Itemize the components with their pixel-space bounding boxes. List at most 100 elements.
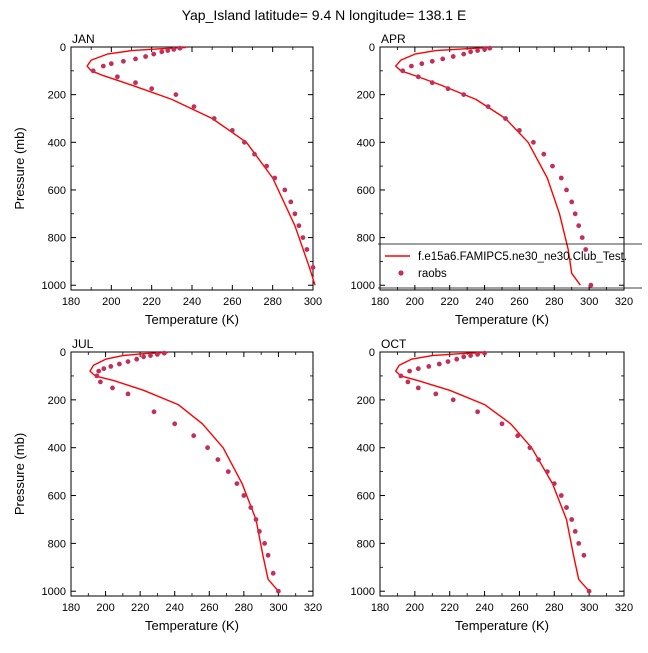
chart-3-xtick-label: 200 bbox=[406, 602, 424, 614]
chart-0-obs-point bbox=[173, 92, 179, 97]
chart-3-obs-point bbox=[564, 505, 569, 510]
chart-2-ytick-label: 200 bbox=[48, 395, 66, 407]
chart-0-obs-point bbox=[108, 61, 114, 67]
chart-3-obs-point bbox=[415, 385, 421, 391]
chart-1-obs-point bbox=[531, 139, 536, 145]
chart-1-obs-point bbox=[429, 80, 435, 86]
chart-2-obs-point bbox=[141, 354, 147, 360]
chart-3-obs-point bbox=[407, 368, 412, 374]
chart-2-obs-point bbox=[108, 364, 114, 369]
chart-0-ytick-label: 200 bbox=[48, 90, 66, 102]
chart-3-ytick-label: 1000 bbox=[351, 586, 375, 598]
chart-0-obs-point bbox=[133, 80, 138, 86]
chart-3-obs-point bbox=[558, 493, 564, 498]
chart-1-model-line bbox=[395, 46, 581, 286]
chart-0-xtick-label: 280 bbox=[263, 296, 281, 308]
chart-2-obs-point bbox=[265, 552, 271, 558]
chart-2-xtick-label: 300 bbox=[269, 602, 287, 614]
chart-2-obs-point bbox=[125, 359, 131, 364]
chart-0-obs-point bbox=[229, 127, 235, 133]
chart-0-obs-point bbox=[242, 139, 247, 145]
chart-3-obs-point bbox=[569, 517, 575, 522]
chart-0-obs-point bbox=[288, 199, 294, 205]
chart-0-xtick-label: 240 bbox=[183, 296, 201, 308]
chart-3-obs-point bbox=[436, 361, 442, 367]
chart-1-obs-point bbox=[572, 211, 578, 217]
chart-3-obs-point bbox=[454, 356, 460, 362]
chart-1-ytick-label: 800 bbox=[357, 233, 375, 245]
legend-obs-swatch bbox=[398, 270, 404, 276]
chart-2-xlabel: Temperature (K) bbox=[145, 618, 239, 633]
figure-title: Yap_Island latitude= 9.4 N longitude= 13… bbox=[182, 7, 467, 23]
chart-2-obs-point bbox=[270, 570, 276, 576]
chart-1-obs-point bbox=[583, 247, 589, 252]
chart-0-obs-point bbox=[100, 63, 106, 69]
chart-1-obs-point bbox=[419, 61, 425, 67]
chart-2-obs-point bbox=[276, 588, 281, 594]
chart-1-obs-point bbox=[482, 47, 487, 52]
chart-0-obs-point bbox=[121, 58, 126, 64]
chart-2-obs-point bbox=[205, 445, 211, 451]
chart-0-obs-point bbox=[177, 45, 183, 51]
chart-0-obs-point bbox=[165, 48, 171, 53]
chart-2-ytick-label: 600 bbox=[48, 491, 66, 503]
chart-3-obs-point bbox=[544, 469, 550, 474]
chart-2-obs-point bbox=[110, 385, 115, 391]
chart-0-xtick-label: 200 bbox=[102, 296, 120, 308]
chart-2-panel-title: JUL bbox=[72, 337, 94, 351]
chart-3-obs-point bbox=[475, 352, 480, 357]
chart-1-xtick-label: 180 bbox=[371, 296, 389, 308]
chart-1-obs-point bbox=[541, 151, 547, 157]
chart-3-xtick-label: 260 bbox=[510, 602, 528, 614]
chart-3-obs-point bbox=[415, 366, 421, 372]
chart-3-xtick-label: 220 bbox=[441, 602, 459, 614]
chart-2-obs-point bbox=[94, 373, 100, 379]
chart-0-obs-point bbox=[211, 116, 217, 121]
chart-0-obs-point bbox=[300, 235, 306, 241]
chart-2-xtick-label: 280 bbox=[235, 602, 253, 614]
chart-1-ytick-label: 400 bbox=[357, 137, 375, 149]
chart-2-model-line bbox=[89, 351, 279, 592]
chart-2-obs-point bbox=[148, 353, 153, 358]
chart-0-xtick-label: 220 bbox=[142, 296, 160, 308]
chart-0-panel-title: JAN bbox=[72, 32, 95, 46]
chart-1-obs-point bbox=[415, 74, 421, 80]
chart-1-obs-point bbox=[445, 86, 451, 92]
chart-2-obs-point bbox=[172, 421, 178, 427]
chart-2-obs-point bbox=[234, 481, 240, 486]
chart-1-obs-point bbox=[400, 68, 406, 74]
chart-3-obs-point bbox=[482, 350, 487, 356]
chart-0-obs-point bbox=[310, 265, 316, 270]
chart-2-xtick-label: 200 bbox=[96, 602, 114, 614]
chart-0-xtick-label: 300 bbox=[304, 296, 322, 308]
chart-0-obs-point bbox=[191, 104, 197, 109]
chart-0-obs-point bbox=[90, 68, 96, 74]
legend: f.e15a6.FAMIPC5.ne30_ne30.Club_Test. rao… bbox=[378, 243, 642, 289]
chart-3-ytick-label: 600 bbox=[357, 491, 375, 503]
chart-2-obs-point bbox=[262, 541, 267, 546]
chart-3-obs-point bbox=[515, 433, 521, 439]
chart-3-obs-point bbox=[433, 391, 439, 397]
chart-0-xtick-label: 180 bbox=[62, 296, 80, 308]
chart-2-xtick-label: 180 bbox=[62, 602, 80, 614]
chart-1-xtick-label: 320 bbox=[615, 296, 633, 308]
chart-3-xlabel: Temperature (K) bbox=[455, 618, 549, 633]
chart-0-ytick-label: 0 bbox=[60, 42, 66, 54]
chart-0-ytick-label: 600 bbox=[48, 185, 66, 197]
chart-2-obs-point bbox=[191, 433, 197, 439]
chart-0-obs-point bbox=[272, 175, 278, 181]
chart-0-obs-point bbox=[159, 49, 165, 55]
chart-0-obs-point bbox=[143, 54, 149, 59]
chart-0-obs-point bbox=[292, 211, 298, 217]
chart-1-obs-point bbox=[429, 58, 435, 64]
chart-2-obs-point bbox=[151, 409, 157, 415]
chart-1-obs-point bbox=[475, 48, 480, 53]
chart-0-obs-point bbox=[151, 51, 157, 57]
chart-1-xtick-label: 220 bbox=[441, 296, 459, 308]
chart-2-obs-point bbox=[248, 505, 254, 510]
chart-1-obs-point bbox=[485, 104, 491, 109]
chart-3-panel-title: OCT bbox=[381, 337, 407, 351]
chart-1-obs-point bbox=[468, 49, 473, 55]
chart-1-obs-point bbox=[579, 235, 585, 241]
